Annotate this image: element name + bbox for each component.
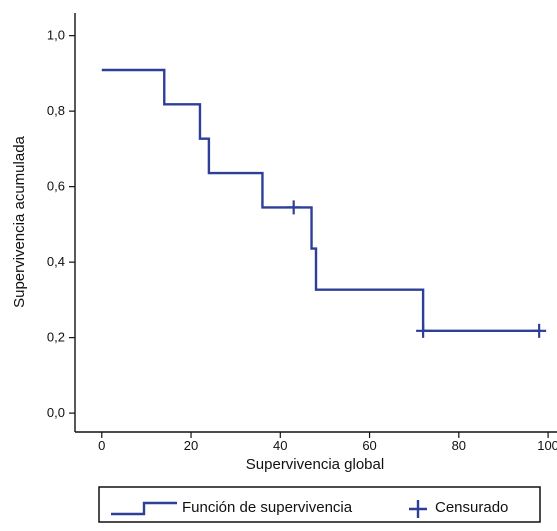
ticks-layer: 0 20 40 60 80 100 0,0 0,2 0,4 0,6 0,8 1,0 [47,28,557,453]
series-layer [101,68,547,338]
legend-censor-label: Censurado [435,499,508,516]
axes-layer [74,13,557,433]
x-tick-label: 80 [452,438,466,453]
y-tick-label: 0,4 [47,254,65,269]
y-axis-label: Supervivencia acumulada [11,135,28,307]
legend-survival-swatch [111,501,177,516]
legend: Función de supervivencia Censurado [98,486,541,523]
y-tick-label: 1,0 [47,28,65,43]
y-tick-label: 0,2 [47,330,65,345]
censor-marker [416,323,431,338]
legend-censor-swatch [409,500,427,518]
legend-box [98,486,541,523]
x-tick-label: 0 [98,438,105,453]
x-tick-label: 40 [273,438,287,453]
censor-marker [286,200,301,215]
survival-function-line [101,68,540,333]
legend-survival-label: Función de supervivencia [182,499,353,516]
x-tick-label: 60 [362,438,376,453]
y-tick-label: 0,6 [47,179,65,194]
x-tick-label: 20 [184,438,198,453]
y-tick-label: 0,0 [47,405,65,420]
x-axis-label: Supervivencia global [246,456,384,473]
censor-marker [532,323,547,338]
x-tick-label: 100 [537,438,557,453]
y-tick-label: 0,8 [47,103,65,118]
